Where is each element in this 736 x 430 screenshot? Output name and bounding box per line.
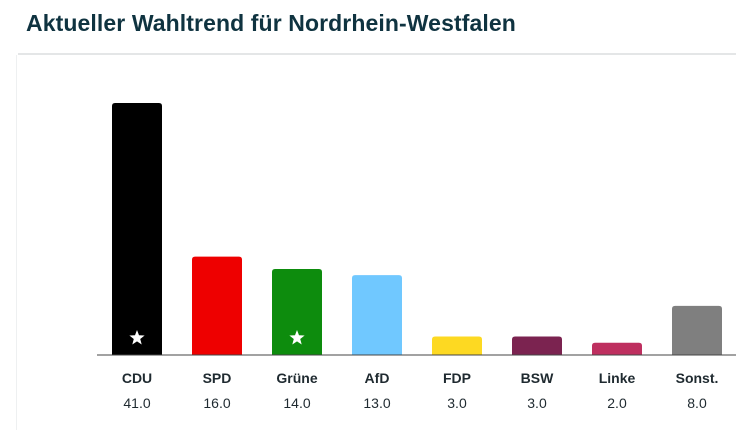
value-label-bsw: 3.0 bbox=[527, 395, 547, 411]
value-label-fdp: 3.0 bbox=[447, 395, 467, 411]
bar-bsw bbox=[512, 336, 562, 355]
page-title: Aktueller Wahltrend für Nordrhein-Westfa… bbox=[26, 10, 516, 36]
category-label-cdu: CDU bbox=[122, 370, 152, 386]
bar-gruene bbox=[272, 268, 322, 355]
bar-chart: CDU 41.0 SPD 16.0 Grüne 14.0 AfD 13.0 FDP 3.0 BSW 3… bbox=[97, 103, 736, 411]
labels-group: CDU 41.0 SPD 16.0 Grüne 14.0 AfD 13.0 FDP 3.0 BSW 3… bbox=[122, 370, 719, 411]
bar-cdu bbox=[112, 103, 162, 355]
category-label-afd: AfD bbox=[365, 370, 390, 386]
category-label-gruene: Grüne bbox=[276, 370, 317, 386]
category-label-bsw: BSW bbox=[521, 370, 554, 386]
bar-sonst bbox=[672, 305, 722, 355]
star-icon bbox=[289, 330, 305, 345]
category-label-spd: SPD bbox=[203, 370, 232, 386]
bars-group bbox=[112, 103, 722, 355]
bar-linke bbox=[592, 342, 642, 355]
bar-spd bbox=[192, 256, 242, 355]
category-label-fdp: FDP bbox=[443, 370, 471, 386]
category-label-linke: Linke bbox=[599, 370, 636, 386]
value-label-spd: 16.0 bbox=[203, 395, 230, 411]
category-label-sonst: Sonst. bbox=[676, 370, 719, 386]
value-label-sonst: 8.0 bbox=[687, 395, 707, 411]
bar-fdp bbox=[432, 336, 482, 355]
value-label-linke: 2.0 bbox=[607, 395, 627, 411]
title-divider bbox=[18, 53, 736, 55]
value-label-cdu: 41.0 bbox=[123, 395, 150, 411]
star-icon bbox=[129, 330, 145, 345]
value-label-afd: 13.0 bbox=[363, 395, 390, 411]
value-label-gruene: 14.0 bbox=[283, 395, 310, 411]
bar-afd bbox=[352, 275, 402, 355]
chart-panel: CDU 41.0 SPD 16.0 Grüne 14.0 AfD 13.0 FDP 3.0 BSW 3… bbox=[16, 55, 736, 430]
